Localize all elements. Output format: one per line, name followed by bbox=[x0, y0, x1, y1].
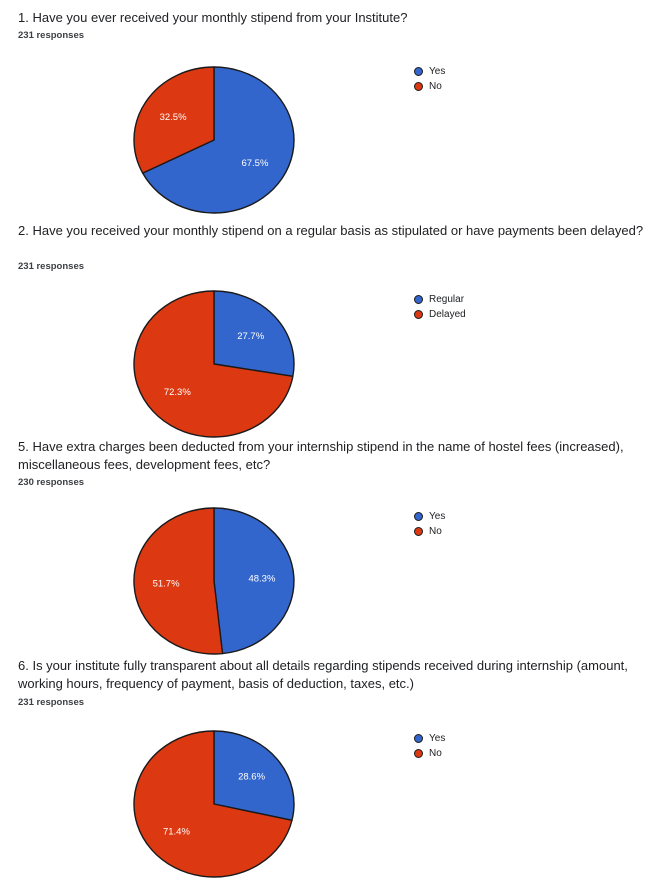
response-count: 231 responses bbox=[18, 261, 85, 272]
question-title: 5. Have extra charges been deducted from… bbox=[18, 439, 624, 472]
response-count: 231 responses bbox=[18, 697, 85, 708]
legend-swatch bbox=[414, 527, 423, 536]
legend-label: No bbox=[429, 748, 442, 759]
legend: Yes No bbox=[414, 731, 445, 761]
pie-slice-delayed bbox=[133, 290, 294, 438]
slice-label: 51.7% bbox=[153, 578, 180, 589]
legend: Yes No bbox=[414, 64, 445, 94]
legend-label: Yes bbox=[429, 733, 446, 744]
pie-slice-yes bbox=[213, 730, 295, 822]
slice-label: 28.6% bbox=[238, 772, 265, 783]
question-title: 6. Is your institute fully transparent a… bbox=[18, 658, 628, 691]
legend: Regular Delayed bbox=[414, 292, 466, 322]
response-count: 231 responses bbox=[18, 30, 85, 41]
slice-label: 71.4% bbox=[163, 826, 190, 837]
legend-label: Delayed bbox=[429, 309, 466, 320]
slice-label: 32.5% bbox=[160, 112, 187, 123]
pie-slice-yes bbox=[213, 507, 295, 655]
pie-slice-no bbox=[133, 730, 293, 878]
legend-swatch bbox=[414, 310, 423, 319]
slice-label: 67.5% bbox=[241, 158, 268, 169]
legend-swatch bbox=[414, 734, 423, 743]
legend-item-no: No bbox=[414, 524, 445, 539]
question-title: 2. Have you received your monthly stipen… bbox=[18, 223, 644, 238]
pie-chart: 48.3% 51.7% bbox=[133, 507, 295, 655]
legend-swatch bbox=[414, 82, 423, 91]
pie-slice-no bbox=[133, 66, 215, 174]
legend: Yes No bbox=[414, 509, 445, 539]
legend-label: Yes bbox=[429, 66, 446, 77]
slice-label: 27.7% bbox=[237, 331, 264, 342]
pie-chart: 67.5% 32.5% bbox=[133, 66, 295, 214]
pie-slice-yes bbox=[142, 66, 295, 214]
legend-label: No bbox=[429, 526, 442, 537]
legend-item-no: No bbox=[414, 746, 445, 761]
slice-label: 48.3% bbox=[248, 574, 275, 585]
legend-label: No bbox=[429, 81, 442, 92]
legend-swatch bbox=[414, 749, 423, 758]
legend-item-delayed: Delayed bbox=[414, 307, 466, 322]
legend-item-yes: Yes bbox=[414, 64, 445, 79]
pie-chart: 27.7% 72.3% bbox=[133, 290, 295, 438]
legend-swatch bbox=[414, 512, 423, 521]
pie-slice-regular bbox=[213, 290, 295, 378]
legend-label: Yes bbox=[429, 511, 446, 522]
legend-item-yes: Yes bbox=[414, 731, 445, 746]
legend-item-regular: Regular bbox=[414, 292, 466, 307]
legend-swatch bbox=[414, 67, 423, 76]
legend-item-no: No bbox=[414, 79, 445, 94]
pie-slice-no bbox=[133, 507, 224, 655]
pie-chart: 28.6% 71.4% bbox=[133, 730, 295, 878]
legend-label: Regular bbox=[429, 294, 465, 305]
legend-swatch bbox=[414, 295, 423, 304]
slice-label: 72.3% bbox=[164, 387, 191, 398]
response-count: 230 responses bbox=[18, 477, 85, 488]
question-title: 1. Have you ever received your monthly s… bbox=[18, 10, 408, 25]
legend-item-yes: Yes bbox=[414, 509, 445, 524]
